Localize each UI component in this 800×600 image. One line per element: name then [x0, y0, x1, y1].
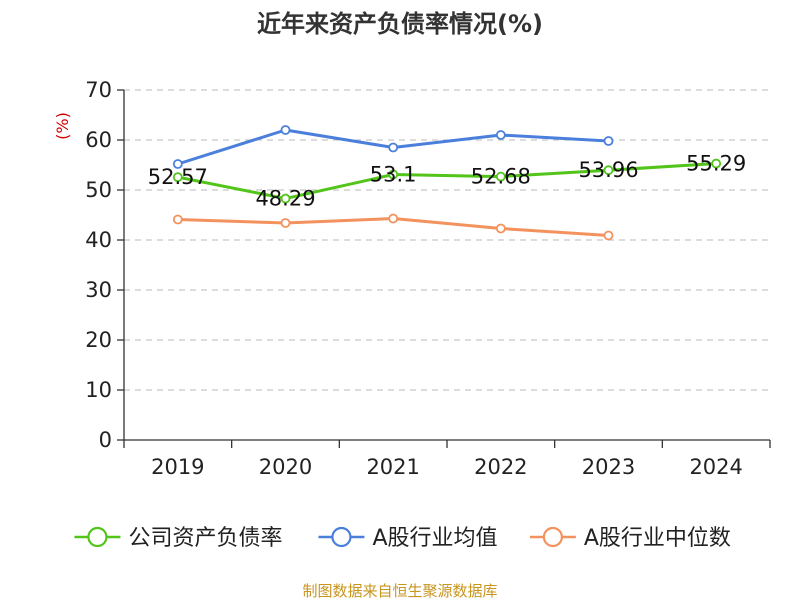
chart-title: 近年来资产负债率情况(%): [257, 10, 543, 38]
y-tick-label: 40: [85, 228, 112, 252]
data-point: [495, 223, 506, 234]
data-label: 52.68: [471, 165, 531, 189]
legend-label: A股行业均值: [372, 526, 497, 551]
data-point: [603, 165, 614, 176]
legend-marker: [331, 526, 352, 548]
data-point: [495, 171, 506, 182]
x-tick-label: 2019: [151, 455, 204, 479]
data-label: 55.29: [686, 152, 746, 176]
x-tick-label: 2021: [366, 455, 419, 479]
legend-item: A股行业均值: [318, 526, 498, 551]
legend-item: 公司资产负债率: [74, 526, 282, 551]
data-point: [172, 172, 183, 183]
grid-lines: [124, 89, 770, 391]
x-tick-label: 2020: [259, 455, 312, 479]
data-point: [603, 136, 614, 146]
data-labels: 52.57 48.29 53.1 52.68 53.96 55.29: [148, 152, 746, 211]
data-label: 53.1: [370, 163, 417, 187]
y-tick-label: 30: [85, 278, 112, 302]
data-point: [172, 214, 183, 225]
axes: 0 10 20 30 40 50 60 70 2019 2020 2021 2022 2023 2024: [85, 78, 771, 479]
data-label: 52.57: [148, 165, 208, 189]
legend-label: A股行业中位数: [584, 526, 731, 551]
data-point: [495, 130, 506, 140]
y-tick-label: 0: [99, 428, 112, 452]
y-axis-label: (%): [53, 112, 72, 140]
legend-marker: [542, 526, 563, 548]
data-point: [603, 230, 614, 241]
data-point: [711, 158, 722, 169]
y-tick-label: 20: [85, 328, 112, 352]
y-tick-label: 50: [85, 178, 112, 202]
legend-item: A股行业中位数: [529, 526, 731, 551]
data-point: [280, 125, 291, 135]
data-point: [388, 169, 399, 180]
legend-marker: [87, 526, 108, 548]
x-tick-label: 2022: [474, 455, 527, 479]
data-point: [172, 159, 183, 169]
data-point: [280, 193, 291, 204]
x-tick-label: 2024: [689, 455, 742, 479]
data-label: 48.29: [255, 187, 315, 211]
data-point: [388, 142, 399, 153]
data-point: [280, 218, 291, 228]
legend: 公司资产负债率 A股行业均值 A股行业中位数: [74, 526, 731, 551]
series-lines: [172, 125, 722, 241]
series-line: [177, 162, 717, 201]
y-tick-label: 70: [85, 78, 112, 102]
x-tick-label: 2023: [582, 455, 635, 479]
y-tick-label: 60: [85, 128, 112, 152]
y-tick-label: 10: [85, 378, 112, 402]
source-note: 制图数据来自恒生聚源数据库: [302, 582, 497, 600]
data-point: [388, 213, 399, 224]
legend-label: 公司资产负债率: [128, 526, 282, 551]
data-label: 53.96: [578, 158, 638, 182]
